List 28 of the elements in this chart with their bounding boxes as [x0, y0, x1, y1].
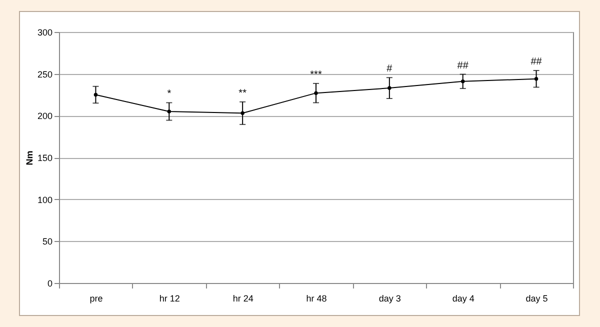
point [534, 76, 538, 81]
x-tick-label: pre [90, 294, 103, 304]
y-tick-label: 200 [37, 111, 52, 122]
y-axis-title: Nm [24, 150, 34, 166]
y-tick-label: 150 [37, 153, 52, 163]
annotation: ** [238, 88, 247, 99]
x-tick-label: hr 12 [159, 294, 180, 304]
annotation: ## [457, 60, 469, 72]
annotation: * [167, 88, 172, 100]
x-tick-label: day 5 [526, 294, 548, 304]
annotation: ## [530, 56, 542, 68]
x-tick-label: hr 48 [306, 294, 327, 304]
point [167, 110, 172, 114]
x-tick-label: day 3 [378, 294, 401, 304]
y-tick-label: 50 [42, 236, 52, 247]
y-tick-label: 100 [37, 194, 52, 205]
point [94, 92, 98, 97]
y-tick-label: 250 [37, 69, 52, 80]
x-tick-label: day 4 [452, 294, 474, 304]
annotation: # [386, 64, 393, 75]
point [240, 111, 244, 116]
x-tick-label: hr 24 [232, 294, 254, 304]
point [460, 79, 465, 84]
point [314, 91, 318, 95]
annotation: *** [310, 69, 322, 80]
y-tick-label: 300 [37, 28, 52, 38]
point [388, 86, 392, 90]
y-tick-label: 0 [47, 278, 52, 288]
